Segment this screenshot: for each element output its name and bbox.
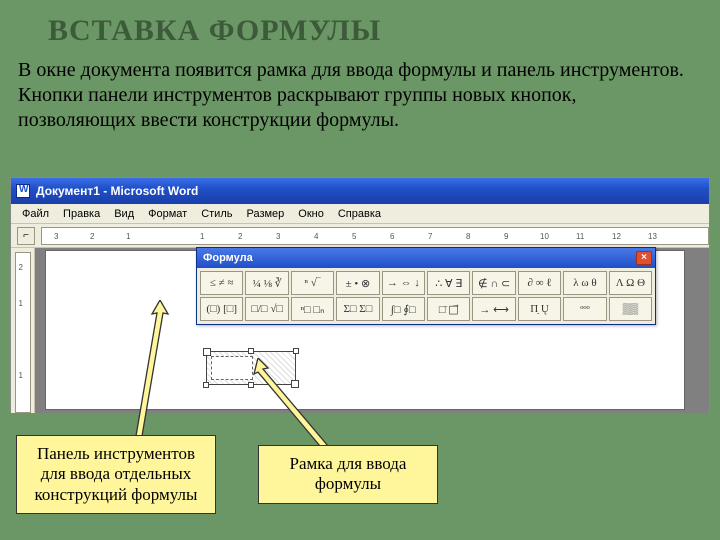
template-misc-button[interactable]: ▒▒ (609, 297, 652, 321)
symbol-arrows-button[interactable]: → ⇔ ↓ (382, 271, 425, 295)
menu-edit[interactable]: Правка (56, 208, 107, 220)
symbol-set-button[interactable]: ∉ ∩ ⊂ (472, 271, 515, 295)
formula-toolbar: Формула × ≤ ≠ ≈ ¼ ⅛ ∛ ⁿ √‾ ± • ⊗ → ⇔ ↓ ∴… (196, 247, 656, 325)
menu-format[interactable]: Формат (141, 208, 194, 220)
menu-view[interactable]: Вид (107, 208, 141, 220)
symbol-greek-upper-button[interactable]: Λ Ω Θ (609, 271, 652, 295)
slide-title: ВСТАВКА ФОРМУЛЫ (0, 0, 720, 54)
ruler-tick: 7 (428, 232, 432, 241)
ruler-tick: 11 (576, 232, 584, 241)
ruler-tick: 1 (126, 232, 130, 241)
callout-toolbar-label: Панель инструментов для ввода отдельных … (16, 435, 216, 514)
ruler-tick: 2 (90, 232, 94, 241)
formula-toolbar-row-2: (□) [□] □/□ √□ ⁿ□ □ₙ Σ□ Σ□ ∫□ ∮□ □̄ □⃗ →… (199, 296, 653, 322)
template-product-button[interactable]: Π̣ Ų (518, 297, 561, 321)
ruler-tick: 3 (276, 232, 280, 241)
formula-toolbar-buttons: ≤ ≠ ≈ ¼ ⅛ ∛ ⁿ √‾ ± • ⊗ → ⇔ ↓ ∴ ∀ ∃ ∉ ∩ ⊂… (197, 268, 655, 324)
ruler-tick: 9 (504, 232, 508, 241)
formula-toolbar-title: Формула (203, 252, 253, 264)
symbol-logic-button[interactable]: ∴ ∀ ∃ (427, 271, 470, 295)
ruler-tick: 1 (200, 232, 204, 241)
ruler-tick: 1 (19, 371, 23, 380)
ruler-horizontal[interactable]: 3 2 1 1 2 3 4 5 6 7 8 9 10 11 12 13 (41, 227, 709, 245)
slide-body-text: В окне документа появится рамка для ввод… (0, 54, 720, 143)
ruler-tick: 5 (352, 232, 356, 241)
menubar: Файл Правка Вид Формат Стиль Размер Окно… (11, 204, 709, 224)
formula-toolbar-titlebar[interactable]: Формула × (197, 248, 655, 268)
ruler-tick: 4 (314, 232, 318, 241)
window-title: Документ1 - Microsoft Word (36, 184, 198, 198)
ruler-tick: 1 (19, 299, 23, 308)
ruler-tick: 2 (19, 263, 23, 272)
symbol-operators-button[interactable]: ± • ⊗ (336, 271, 379, 295)
ruler-tick: 3 (54, 232, 58, 241)
ruler-tick: 8 (466, 232, 470, 241)
template-matrix-button[interactable]: ᵒᵒᵒ (563, 297, 606, 321)
symbol-greek-lower-button[interactable]: λ ω θ (563, 271, 606, 295)
ruler-corner-button[interactable]: ⌐ (17, 227, 35, 245)
ruler-tick: 10 (540, 232, 549, 241)
formula-input-frame[interactable] (206, 351, 296, 385)
template-integral-button[interactable]: ∫□ ∮□ (382, 297, 425, 321)
ruler-vertical[interactable]: 2 1 1 (15, 252, 31, 413)
ruler-tick: 2 (238, 232, 242, 241)
ruler-tick: 12 (612, 232, 621, 241)
template-sum-button[interactable]: Σ□ Σ□ (336, 297, 379, 321)
template-arrow-button[interactable]: → ⟷ (472, 297, 515, 321)
menu-size[interactable]: Размер (239, 208, 291, 220)
symbol-relational-button[interactable]: ≤ ≠ ≈ (200, 271, 243, 295)
ruler-tick: 6 (390, 232, 394, 241)
ruler-tick: 13 (648, 232, 657, 241)
formula-toolbar-row-1: ≤ ≠ ≈ ¼ ⅛ ∛ ⁿ √‾ ± • ⊗ → ⇔ ↓ ∴ ∀ ∃ ∉ ∩ ⊂… (199, 270, 653, 296)
symbol-roots-button[interactable]: ⁿ √‾ (291, 271, 334, 295)
symbol-misc-button[interactable]: ∂ ∞ ℓ (518, 271, 561, 295)
menu-help[interactable]: Справка (331, 208, 388, 220)
template-fence-button[interactable]: (□) [□] (200, 297, 243, 321)
symbol-fractions-button[interactable]: ¼ ⅛ ∛ (245, 271, 288, 295)
menu-style[interactable]: Стиль (194, 208, 239, 220)
template-script-button[interactable]: ⁿ□ □ₙ (291, 297, 334, 321)
menu-window[interactable]: Окно (291, 208, 331, 220)
close-icon[interactable]: × (636, 251, 652, 265)
template-overbar-button[interactable]: □̄ □⃗ (427, 297, 470, 321)
template-fraction-button[interactable]: □/□ √□ (245, 297, 288, 321)
ruler-vertical-area: 2 1 1 (11, 248, 35, 413)
app-icon (16, 184, 30, 198)
formula-edit-box[interactable] (211, 356, 253, 380)
window-titlebar: Документ1 - Microsoft Word (11, 178, 709, 204)
ruler-horizontal-area: ⌐ 3 2 1 1 2 3 4 5 6 7 8 9 10 11 12 13 (11, 224, 709, 248)
menu-file[interactable]: Файл (15, 208, 56, 220)
callout-frame-label: Рамка для ввода формулы (258, 445, 438, 504)
